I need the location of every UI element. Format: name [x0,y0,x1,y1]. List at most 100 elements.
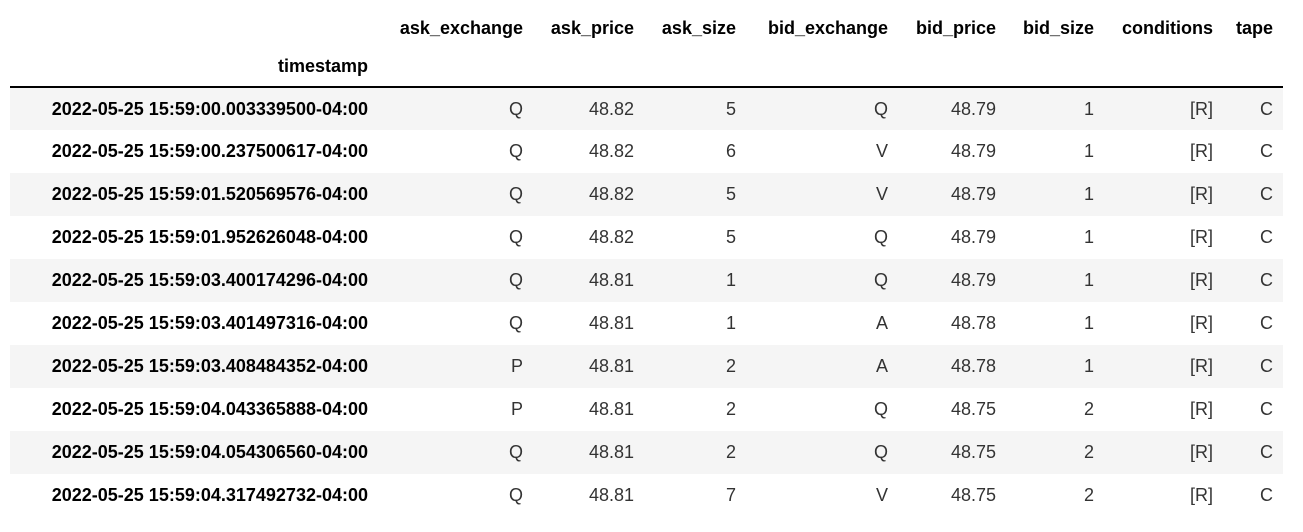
cell-ask-exchange: Q [508,184,523,204]
column-header-conditions: conditions [1122,17,1213,38]
table-row: 2022-05-25 15:59:00.237500617-04:00 Q 48.8… [10,130,1283,173]
column-header-ask-size: ask_size [661,17,736,38]
cell-bid-exchange: Q [873,270,888,290]
cell-ask-size: 2 [725,442,736,462]
cell-tape: C [1260,399,1273,419]
row-index-timestamp: 2022-05-25 15:59:00.237500617-04:00 [51,141,368,161]
cell-conditions: [R] [1189,485,1213,505]
cell-bid-exchange: Q [873,399,888,419]
column-header-bid-size: bid_size [1022,17,1094,38]
cell-bid-size: 1 [1083,184,1094,204]
column-header-ask-exchange: ask_exchange [399,17,523,38]
row-index-timestamp: 2022-05-25 15:59:04.043365888-04:00 [51,399,368,419]
cell-ask-size: 6 [725,141,736,161]
cell-ask-exchange: Q [508,98,523,119]
column-header-ask-price: ask_price [550,17,634,38]
cell-bid-size: 2 [1083,442,1094,462]
cell-bid-exchange: Q [873,227,888,247]
cell-tape: C [1260,141,1273,161]
table-row: 2022-05-25 15:59:00.003339500-04:00 Q 48.8… [10,87,1283,130]
index-row-blank [378,56,1283,87]
cell-ask-exchange: P [510,399,523,419]
table-row: 2022-05-25 15:59:03.401497316-04:00 Q 48.8… [10,302,1283,345]
row-index-timestamp: 2022-05-25 15:59:01.952626048-04:00 [51,227,368,247]
cell-bid-size: 1 [1083,227,1094,247]
cell-conditions: [R] [1189,227,1213,247]
cell-bid-price: 48.79 [950,184,996,204]
cell-bid-exchange: V [875,141,888,161]
cell-ask-exchange: P [510,356,523,376]
cell-ask-size: 1 [725,270,736,290]
row-index-timestamp: 2022-05-25 15:59:01.520569576-04:00 [51,184,368,204]
index-name: timestamp [277,56,368,76]
cell-ask-exchange: Q [508,442,523,462]
cell-tape: C [1260,356,1273,376]
table-row: 2022-05-25 15:59:01.952626048-04:00 Q 48.8… [10,216,1283,259]
cell-tape: C [1260,184,1273,204]
cell-ask-price: 48.81 [588,442,634,462]
cell-ask-exchange: Q [508,270,523,290]
row-index-timestamp: 2022-05-25 15:59:04.317492732-04:00 [51,485,368,505]
cell-bid-exchange: A [875,356,888,376]
cell-ask-price: 48.82 [588,98,634,119]
cell-ask-exchange: Q [508,485,523,505]
index-name-row: timestamp [10,56,1283,87]
cell-bid-price: 48.75 [950,485,996,505]
cell-bid-exchange: Q [873,442,888,462]
table-body: 2022-05-25 15:59:00.003339500-04:00 Q 48.8… [10,87,1283,517]
table-row: 2022-05-25 15:59:03.408484352-04:00 P 48.8… [10,345,1283,388]
table-row: 2022-05-25 15:59:04.043365888-04:00 P 48.8… [10,388,1283,431]
cell-ask-price: 48.81 [588,313,634,333]
dataframe-table: ask_exchange ask_price ask_size bid_exchang… [10,0,1283,517]
cell-bid-size: 1 [1083,313,1094,333]
cell-tape: C [1260,485,1273,505]
table-header: ask_exchange ask_price ask_size bid_exchang… [10,0,1283,87]
cell-bid-exchange: V [875,485,888,505]
cell-bid-price: 48.79 [950,270,996,290]
cell-ask-price: 48.82 [588,227,634,247]
cell-tape: C [1260,313,1273,333]
cell-tape: C [1260,442,1273,462]
table-row: 2022-05-25 15:59:01.520569576-04:00 Q 48.8… [10,173,1283,216]
cell-bid-exchange: V [875,184,888,204]
cell-conditions: [R] [1189,313,1213,333]
cell-ask-price: 48.81 [588,356,634,376]
cell-ask-exchange: Q [508,313,523,333]
cell-bid-price: 48.78 [950,356,996,376]
cell-ask-exchange: Q [508,227,523,247]
cell-bid-price: 48.79 [950,141,996,161]
cell-ask-price: 48.82 [588,141,634,161]
cell-conditions: [R] [1189,442,1213,462]
cell-conditions: [R] [1189,98,1213,119]
index-header-blank [10,0,378,56]
cell-bid-price: 48.79 [950,227,996,247]
cell-bid-size: 1 [1083,98,1094,119]
cell-ask-size: 5 [725,184,736,204]
row-index-timestamp: 2022-05-25 15:59:03.401497316-04:00 [51,313,368,333]
cell-tape: C [1260,270,1273,290]
cell-conditions: [R] [1189,184,1213,204]
row-index-timestamp: 2022-05-25 15:59:00.003339500-04:00 [51,98,368,119]
column-header-tape: tape [1235,17,1273,38]
cell-ask-size: 5 [725,98,736,119]
row-index-timestamp: 2022-05-25 15:59:04.054306560-04:00 [51,442,368,462]
cell-ask-price: 48.81 [588,485,634,505]
cell-conditions: [R] [1189,141,1213,161]
table-row: 2022-05-25 15:59:04.317492732-04:00 Q 48.8… [10,474,1283,517]
column-header-bid-exchange: bid_exchange [767,17,888,38]
cell-bid-price: 48.75 [950,442,996,462]
cell-bid-size: 2 [1083,485,1094,505]
cell-conditions: [R] [1189,399,1213,419]
cell-ask-price: 48.81 [588,270,634,290]
cell-ask-price: 48.82 [588,184,634,204]
cell-ask-exchange: Q [508,141,523,161]
cell-bid-size: 1 [1083,270,1094,290]
table-row: 2022-05-25 15:59:04.054306560-04:00 Q 48.8… [10,431,1283,474]
table-row: 2022-05-25 15:59:03.400174296-04:00 Q 48.8… [10,259,1283,302]
cell-bid-price: 48.79 [950,98,996,119]
row-index-timestamp: 2022-05-25 15:59:03.400174296-04:00 [51,270,368,290]
cell-conditions: [R] [1189,270,1213,290]
cell-conditions: [R] [1189,356,1213,376]
cell-ask-size: 7 [725,485,736,505]
cell-tape: C [1260,98,1273,119]
